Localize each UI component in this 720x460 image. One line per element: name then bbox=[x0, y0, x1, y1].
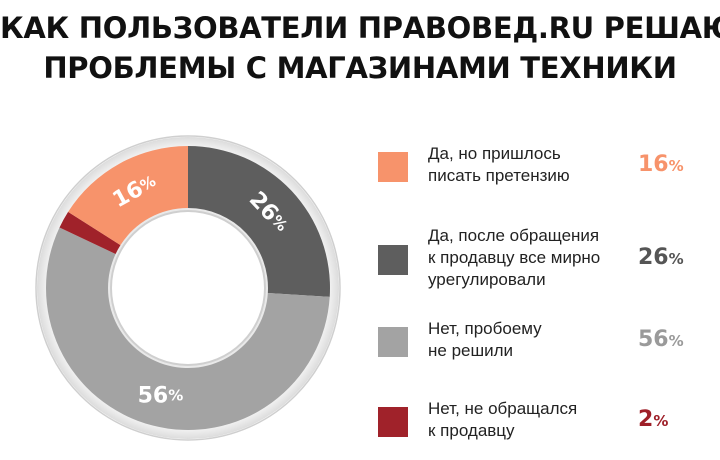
legend-value: 56% bbox=[638, 327, 684, 352]
legend-value: 16% bbox=[638, 152, 684, 177]
legend-value-number: 56 bbox=[638, 327, 669, 352]
legend-swatch bbox=[378, 245, 408, 275]
legend-label: Нет, пробоему не решили bbox=[428, 318, 542, 362]
legend-label-line: Да, но пришлось bbox=[428, 144, 561, 163]
donut-slice-2 bbox=[59, 211, 121, 254]
legend-value-number: 26 bbox=[638, 245, 669, 270]
legend-label: Нет, не обращался к продавцу bbox=[428, 398, 577, 442]
legend-label-line: урегулировали bbox=[428, 270, 546, 289]
legend-value-number: 16 bbox=[638, 152, 669, 177]
legend-swatch bbox=[378, 327, 408, 357]
legend-label: Да, но пришлось писать претензию bbox=[428, 143, 570, 187]
legend-swatch bbox=[378, 407, 408, 437]
chart-title: КАК ПОЛЬЗОВАТЕЛИ ПРАВОВЕД.RU РЕШАЮТ ПРОБ… bbox=[0, 8, 720, 88]
chart-title-line-1: КАК ПОЛЬЗОВАТЕЛИ ПРАВОВЕД.RU РЕШАЮТ bbox=[0, 11, 720, 45]
legend-label-line: к продавцу bbox=[428, 421, 515, 440]
legend-label-line: не решили bbox=[428, 341, 514, 360]
legend-label-line: Нет, пробоему bbox=[428, 319, 542, 338]
legend-value-number: 2 bbox=[638, 407, 654, 432]
donut-data-label-56: 56% bbox=[138, 383, 184, 408]
chart-title-line-2: ПРОБЛЕМЫ С МАГАЗИНАМИ ТЕХНИКИ bbox=[43, 51, 677, 85]
legend-swatch bbox=[378, 152, 408, 182]
legend-label-line: Нет, не обращался bbox=[428, 399, 578, 418]
legend-label: Да, после обращения к продавцу все мирно у… bbox=[428, 225, 600, 291]
donut-hole bbox=[112, 212, 264, 364]
donut-chart: 26%56%16% bbox=[35, 135, 341, 441]
legend-value-percent-sign: % bbox=[668, 332, 684, 350]
legend-value-percent-sign: % bbox=[668, 250, 684, 268]
legend-value-percent-sign: % bbox=[653, 412, 669, 430]
legend-value-percent-sign: % bbox=[668, 157, 684, 175]
legend-value: 2% bbox=[638, 407, 668, 432]
donut-slice-16 bbox=[68, 146, 188, 246]
legend-value: 26% bbox=[638, 245, 684, 270]
legend-label-line: писать претензию bbox=[428, 166, 570, 185]
legend-label-line: к продавцу все мирно bbox=[428, 248, 601, 267]
legend-label-line: Да, после обращения bbox=[428, 226, 600, 245]
donut-slice-56 bbox=[45, 227, 330, 431]
donut-outer-ring-edge bbox=[35, 135, 341, 441]
donut-slice-26 bbox=[188, 146, 330, 297]
